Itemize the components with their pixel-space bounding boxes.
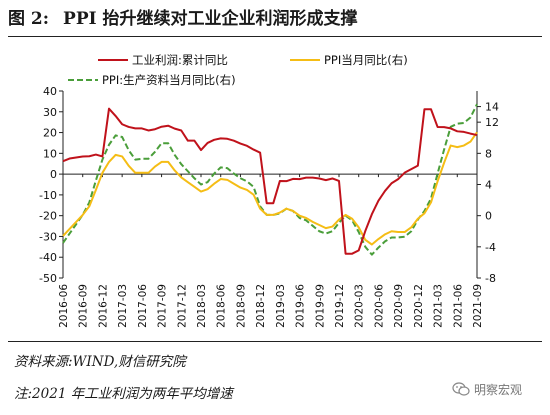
x-tick-label: 2021-03 [433,284,445,328]
figure-label: 图 2: [8,9,50,29]
figure-title-text: PPI 抬升继续对工业企业利润形成支撑 [63,9,358,29]
y-tick-label-left: 0 [50,168,57,181]
x-tick-label: 2019-09 [314,284,326,328]
y-tick-label-left: -30 [39,230,57,243]
line-chart: 403020100-10-20-30-40-501412840-4-82016-… [39,53,499,328]
y-tick-label-left: 30 [43,106,57,119]
series-line-ppi-producer [62,103,478,256]
figure-title: 图 2: PPI 抬升继续对工业企业利润形成支撑 [8,4,542,34]
y-tick-label-right: 8 [485,147,492,160]
x-tick-label: 2016-09 [78,284,90,328]
series-line-profit [62,107,478,255]
y-tick-label-right: 12 [485,116,499,129]
x-tick-label: 2021-06 [452,284,464,328]
y-tick-label-left: -20 [39,210,57,223]
x-tick-label: 2018-09 [235,284,247,328]
x-tick-label: 2017-09 [157,284,169,328]
bottom-rule [8,341,542,342]
x-tick-label: 2018-03 [196,284,208,328]
y-tick-label-right: 4 [485,179,492,192]
x-tick-label: 2016-06 [58,284,70,328]
y-tick-label-left: 40 [43,85,57,98]
source-note: 资料来源:WIND,财信研究院 [14,354,186,370]
y-tick-label-right: -4 [485,241,496,254]
y-tick-label-right: 0 [485,210,492,223]
y-tick-label-right: 14 [485,101,499,114]
series-line-ppi-monthly [62,131,478,246]
x-tick-label: 2018-06 [216,284,228,328]
y-tick-label-left: -40 [39,251,57,264]
legend-label: PPI当月同比(右) [324,53,408,67]
wechat-icon [452,382,470,396]
legend-label: PPI:生产资料当月同比(右) [102,73,236,87]
title-rule [8,36,542,37]
watermark: 明察宏观 [452,381,522,398]
x-tick-label: 2019-03 [275,284,287,328]
footnote: 注:2021 年工业利润为两年平均增速 [14,386,233,402]
x-tick-label: 2019-12 [334,284,346,328]
y-tick-label-left: -50 [39,272,57,285]
y-tick-label-left: 10 [43,147,57,160]
x-tick-label: 2020-03 [354,284,366,328]
watermark-text: 明察宏观 [474,383,523,397]
x-tick-label: 2016-12 [97,284,109,328]
x-tick-label: 2020-12 [413,284,425,328]
x-tick-label: 2018-12 [255,284,267,328]
x-tick-label: 2017-12 [176,284,188,328]
y-tick-label-left: -10 [39,189,57,202]
x-tick-label: 2019-06 [295,284,307,328]
x-tick-label: 2017-06 [137,284,149,328]
y-tick-label-right: -8 [485,272,496,285]
x-tick-label: 2020-06 [373,284,385,328]
legend-label: 工业利润:累计同比 [132,53,228,67]
y-tick-label-left: 20 [43,127,57,140]
x-tick-label: 2020-09 [393,284,405,328]
x-tick-label: 2021-09 [472,284,484,328]
x-tick-label: 2017-03 [117,284,129,328]
